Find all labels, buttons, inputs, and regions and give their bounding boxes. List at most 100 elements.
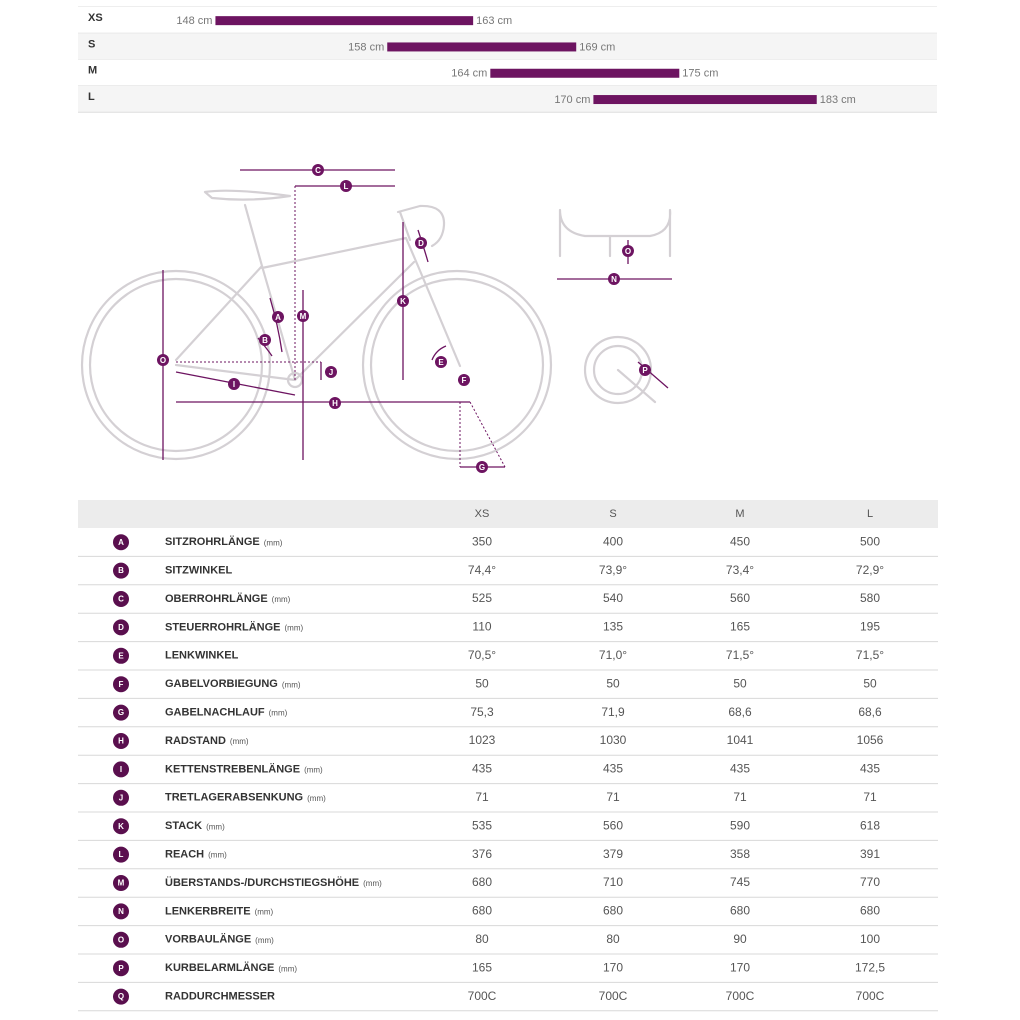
cell-value: 90 xyxy=(733,932,747,946)
cell-value: 450 xyxy=(730,534,750,548)
diagram-label: O xyxy=(160,356,166,365)
key-badge xyxy=(113,591,129,607)
diagram-label: J xyxy=(329,368,333,377)
key-badge xyxy=(113,619,129,636)
cell-value: 170 xyxy=(603,960,623,974)
cell-value: 71,0° xyxy=(599,648,627,662)
diagram-label: G xyxy=(479,463,485,472)
diagram-label: D xyxy=(418,239,424,248)
cell-value: 73,9° xyxy=(599,563,627,577)
key-badge xyxy=(113,789,129,806)
row-unit: (mm) xyxy=(264,538,283,547)
cell-value: 50 xyxy=(606,676,620,690)
key-badge xyxy=(113,818,129,835)
key-letter: J xyxy=(119,793,123,802)
diagram-label: E xyxy=(438,358,444,367)
cell-value: 435 xyxy=(472,762,492,776)
cell-value: 74,4° xyxy=(468,563,496,577)
row-name: KURBELARMLÄNGE xyxy=(165,961,274,974)
range-bar xyxy=(593,95,817,105)
row-name: GABELNACHLAUF xyxy=(165,707,265,719)
row-unit: (mm) xyxy=(363,879,382,888)
key-letter: N xyxy=(118,907,124,916)
table-header xyxy=(78,500,938,528)
size-label: XS xyxy=(88,12,103,24)
diagram-label: I xyxy=(233,380,235,389)
diagram-label: M xyxy=(300,312,307,321)
cell-value: 73,4° xyxy=(726,563,754,577)
cell-value: 71 xyxy=(475,790,489,804)
cell-value: 71,9 xyxy=(601,705,625,719)
column-header: L xyxy=(867,508,873,520)
key-letter: F xyxy=(119,680,124,689)
cell-value: 700C xyxy=(856,989,885,1003)
row-name: RADSTAND xyxy=(165,735,226,747)
column-header: M xyxy=(735,508,744,520)
diagram-label: A xyxy=(275,313,281,322)
row-name: KETTENSTREBENLÄNGE xyxy=(165,762,300,775)
cell-value: 680 xyxy=(472,875,492,889)
key-letter: Q xyxy=(118,992,124,1001)
cell-value: 100 xyxy=(860,932,880,946)
cell-value: 435 xyxy=(860,762,880,776)
key-letter: I xyxy=(120,765,122,774)
cell-value: 525 xyxy=(472,591,492,605)
low-label: 170 cm xyxy=(554,94,590,106)
cell-value: 590 xyxy=(730,818,750,832)
range-bar xyxy=(215,16,474,26)
key-badge xyxy=(113,761,129,778)
key-badge xyxy=(113,988,129,1005)
cell-value: 71,5° xyxy=(726,648,754,662)
row-name: SITZROHRLÄNGE xyxy=(165,535,260,548)
row-name: STEUERROHRLÄNGE xyxy=(165,620,281,633)
range-bar xyxy=(387,42,577,52)
key-badge xyxy=(113,960,129,977)
cell-value: 172,5 xyxy=(855,960,885,974)
cell-value: 1030 xyxy=(600,733,627,747)
key-letter: G xyxy=(118,708,124,717)
row-unit: (mm) xyxy=(208,851,227,860)
row-name: LENKERBREITE xyxy=(165,905,251,917)
cell-value: 50 xyxy=(863,676,877,690)
cell-value: 680 xyxy=(472,904,492,918)
cell-value: 165 xyxy=(472,960,492,974)
key-letter: O xyxy=(118,935,124,944)
row-name: TRETLAGERABSENKUNG xyxy=(165,792,303,804)
cell-value: 165 xyxy=(730,620,750,634)
key-letter: K xyxy=(118,822,124,831)
diagram-label: N xyxy=(611,275,617,284)
cell-value: 560 xyxy=(730,591,750,605)
cell-value: 70,5° xyxy=(468,648,496,662)
row-name: SITZWINKEL xyxy=(165,565,232,577)
diagram-label: C xyxy=(315,166,321,175)
low-label: 158 cm xyxy=(348,41,384,53)
cell-value: 680 xyxy=(730,904,750,918)
key-letter: M xyxy=(118,879,125,888)
row-unit: (mm) xyxy=(304,766,323,775)
cell-value: 72,9° xyxy=(856,563,884,577)
key-letter: P xyxy=(118,964,124,973)
range-bar xyxy=(490,68,680,78)
cell-value: 71,5° xyxy=(856,648,884,662)
size-label: M xyxy=(88,65,97,77)
cell-value: 400 xyxy=(603,534,623,548)
key-badge xyxy=(113,846,129,863)
cell-value: 350 xyxy=(472,534,492,548)
high-label: 183 cm xyxy=(820,94,856,106)
diagram-label: K xyxy=(400,297,406,306)
low-label: 164 cm xyxy=(451,68,487,80)
cell-value: 110 xyxy=(472,620,491,634)
cell-value: 195 xyxy=(860,620,880,634)
key-letter: H xyxy=(118,737,124,746)
key-badge xyxy=(113,562,129,579)
cell-value: 68,6 xyxy=(728,705,752,719)
cell-value: 680 xyxy=(860,904,880,918)
column-header: S xyxy=(609,508,616,520)
cell-value: 68,6 xyxy=(858,705,882,719)
key-letter: D xyxy=(118,623,124,632)
row-name: RADDURCHMESSER xyxy=(165,991,275,1003)
cell-value: 75,3 xyxy=(470,705,494,719)
diagram-label: B xyxy=(262,336,268,345)
row-unit: (mm) xyxy=(255,936,274,945)
row-name: GABELVORBIEGUNG xyxy=(165,678,278,690)
